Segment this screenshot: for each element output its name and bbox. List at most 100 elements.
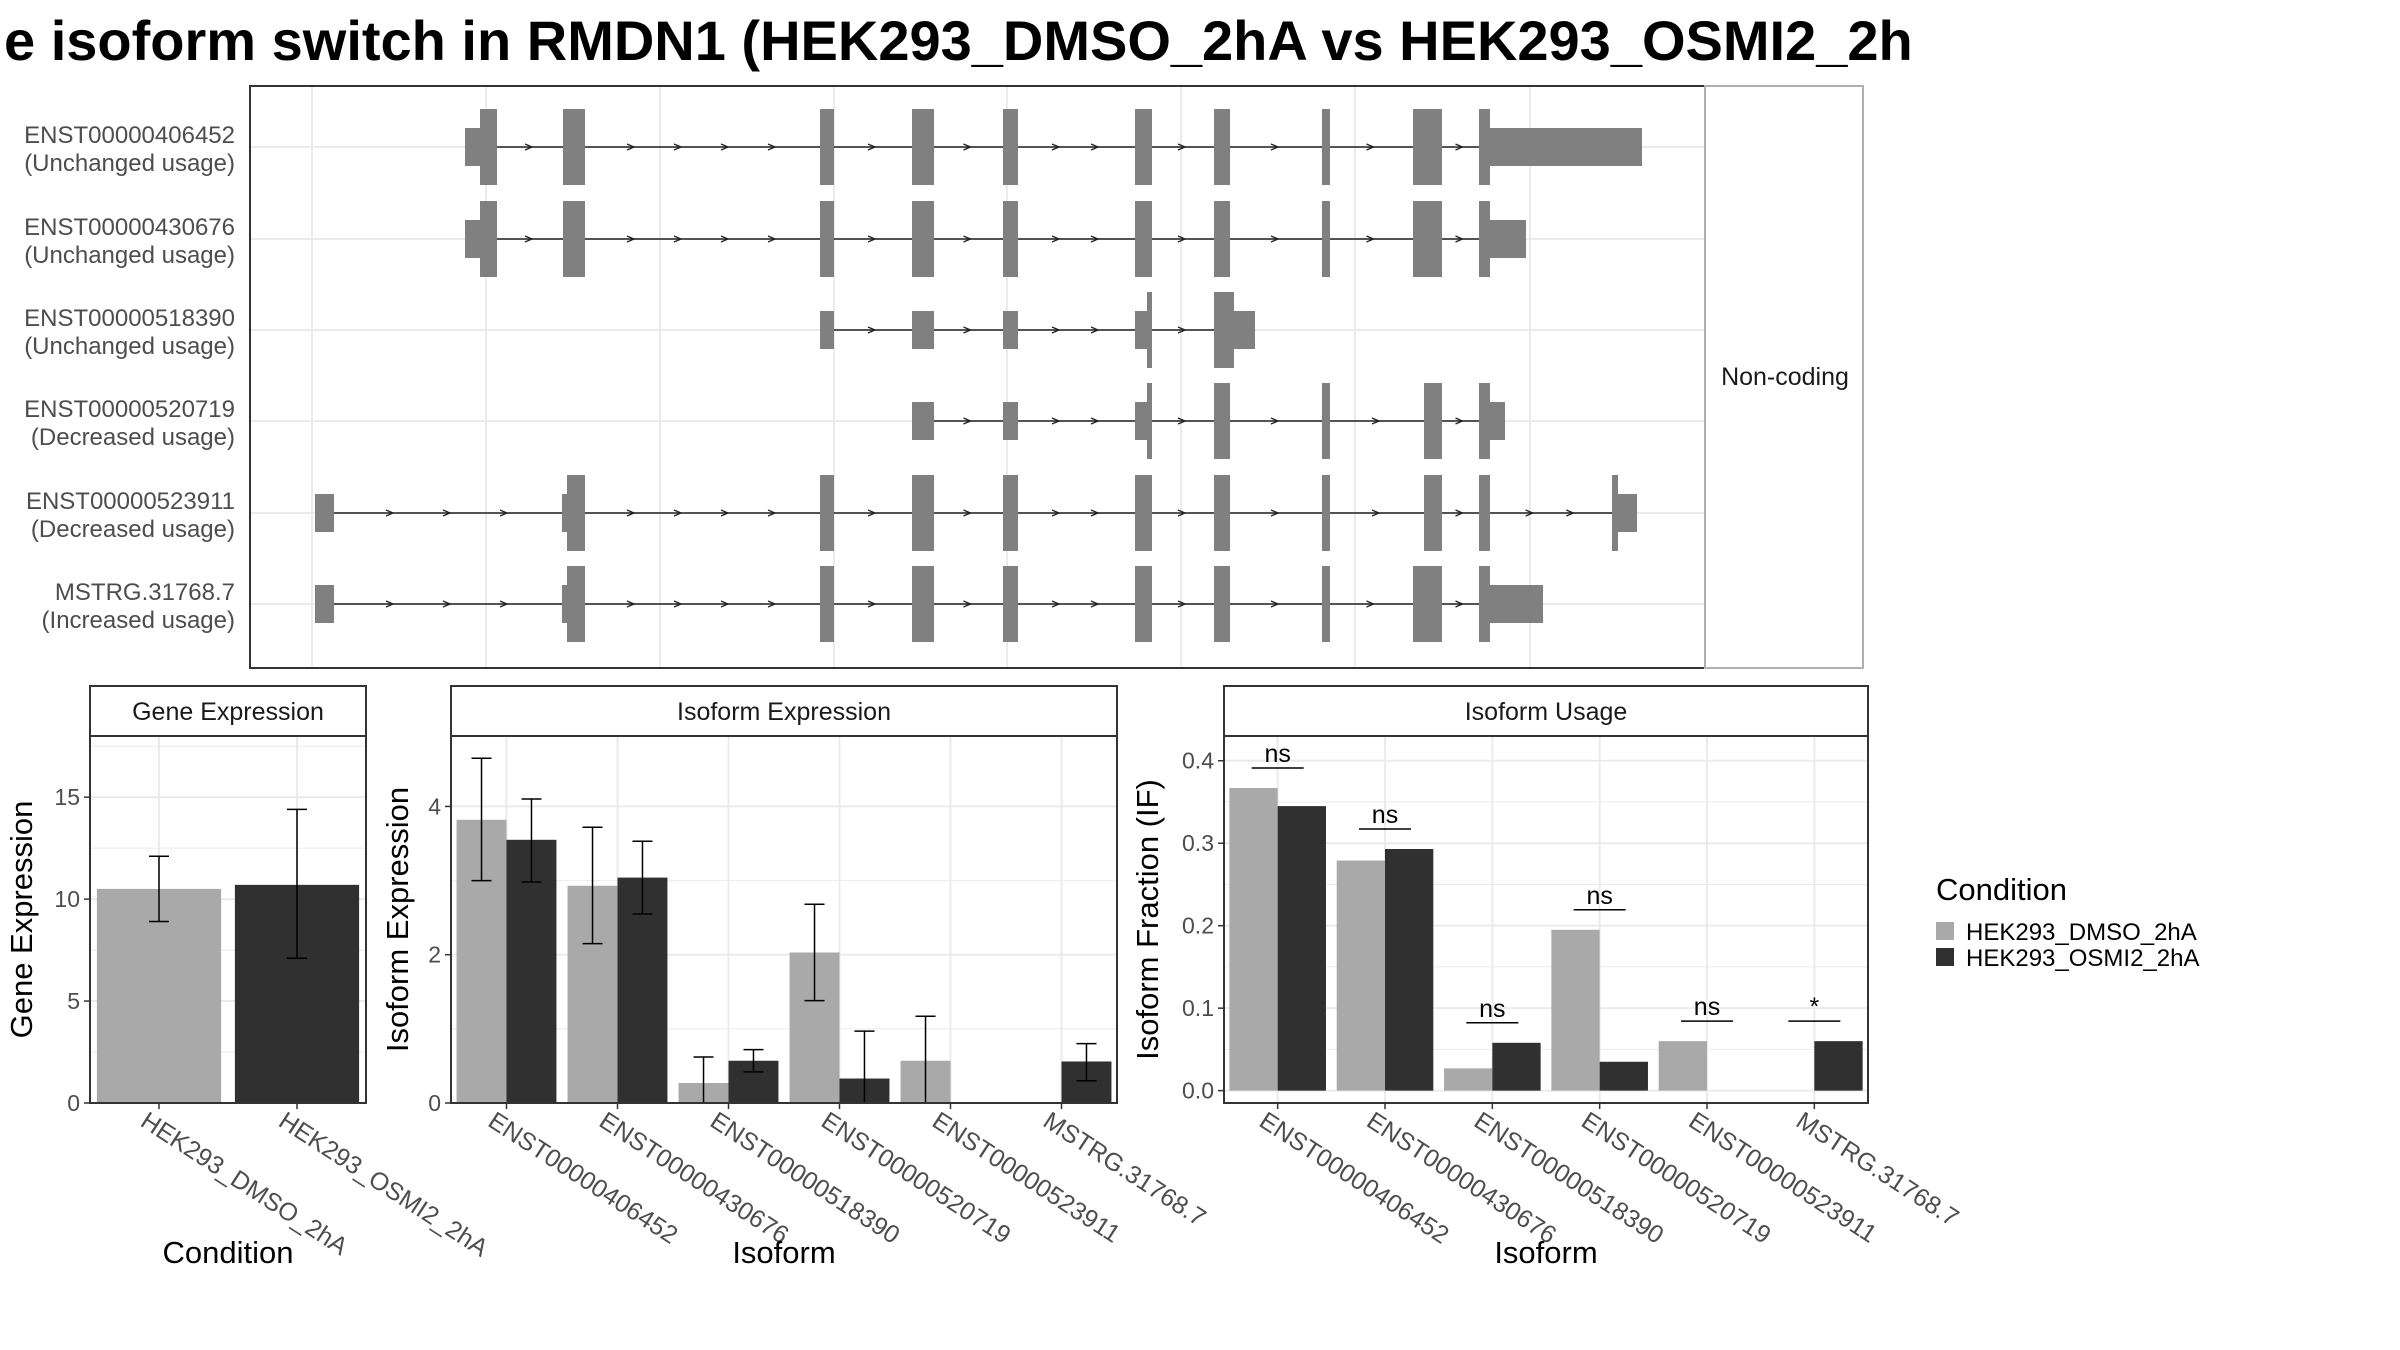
coding-exon [1135, 109, 1152, 185]
intron-arrow [720, 509, 730, 517]
plot-border [1223, 735, 1869, 1104]
isoform-usage-label: (Unchanged usage) [24, 242, 235, 269]
x-axis-title: Isoform [1494, 1235, 1597, 1270]
coding-exon [1413, 566, 1442, 642]
isoform-id-label: ENST00000523911 [26, 488, 235, 515]
plot-bg [451, 736, 1117, 1103]
error-bar [287, 808, 307, 959]
error-bar [632, 840, 653, 915]
utr-exon [820, 311, 834, 349]
coding-exon [563, 109, 585, 185]
y-axis-title: Isoform Fraction (IF) [1130, 779, 1165, 1060]
intron-arrow [1051, 600, 1061, 608]
intron-arrow [1270, 417, 1280, 425]
isoform-row [465, 109, 1642, 185]
intron-arrow [767, 235, 777, 243]
utr-exon [465, 220, 480, 258]
bar [1444, 1068, 1493, 1091]
x-tick-label: ENST00000518390 [705, 1107, 904, 1250]
utr-exon [912, 402, 934, 440]
isoform-id-label: ENST00000520719 [24, 396, 235, 423]
utr-exon [1003, 402, 1018, 440]
coding-exon [567, 475, 585, 551]
intron-arrow [963, 509, 973, 517]
bar [96, 888, 222, 1103]
isoform-row [820, 292, 1255, 368]
panel-strip [1223, 685, 1869, 737]
bar [617, 877, 668, 1103]
bar [1277, 806, 1326, 1091]
x-axis-title: Isoform [732, 1235, 835, 1270]
coding-exon [567, 566, 585, 642]
intron-arrow [524, 235, 534, 243]
coding-exon [1479, 383, 1490, 459]
intron-arrow [1270, 235, 1280, 243]
intron-arrow [1051, 417, 1061, 425]
utr-exon [315, 494, 334, 532]
y-tick-label: 0.3 [1182, 830, 1214, 856]
utr-exon [1234, 311, 1255, 349]
bar [1814, 1041, 1863, 1091]
error-bar [582, 826, 603, 945]
legend-label-dmso: HEK293_DMSO_2hA [1966, 919, 2197, 946]
isoform-id-label: ENST00000518390 [24, 305, 235, 332]
intron-arrow [1455, 509, 1465, 517]
y-tick-label: 0.1 [1182, 995, 1214, 1021]
utr-exon [1490, 220, 1526, 258]
coding-exon [1322, 566, 1330, 642]
intron-arrow [1270, 600, 1280, 608]
coding-exon [820, 201, 834, 277]
gene-expression-panel: Gene ExpressionHEK293_DMSO_2hAHEK293_OSM… [4, 685, 493, 1270]
coding-exon [912, 109, 934, 185]
coding-exon [820, 566, 834, 642]
intron-arrow [442, 509, 452, 517]
significance-label: ns [1372, 801, 1398, 829]
bar [1492, 1042, 1541, 1091]
isoform-id-label: MSTRG.31768.7 [55, 579, 235, 606]
intron-arrow [673, 509, 683, 517]
coding-exon [820, 109, 834, 185]
intron-arrow [767, 509, 777, 517]
utr-exon [465, 128, 480, 166]
x-tick-label: ENST00000523911 [1684, 1107, 1882, 1249]
bar [1599, 1061, 1648, 1091]
x-tick-label: ENST00000520719 [1576, 1107, 1775, 1250]
intron-arrow [1177, 326, 1187, 334]
coding-exon [480, 109, 497, 185]
utr-exon [1618, 494, 1637, 532]
intron-arrow [673, 143, 683, 151]
bar [1229, 787, 1278, 1091]
utr-exon [1003, 311, 1018, 349]
intron-arrow [1051, 235, 1061, 243]
y-tick-label: 5 [67, 988, 80, 1014]
intron-arrow [1090, 326, 1100, 334]
coding-exon [1479, 566, 1490, 642]
coding-exon [1003, 475, 1018, 551]
coding-exon [1479, 475, 1490, 551]
facet-strip [1704, 85, 1864, 669]
utr-exon [912, 311, 934, 349]
coding-exon [1479, 109, 1490, 185]
x-tick-label: ENST00000523911 [927, 1107, 1125, 1249]
intron-arrow [867, 235, 877, 243]
legend-swatch-dmso [1936, 922, 1954, 940]
intron-arrow [963, 600, 973, 608]
intron-arrow [867, 509, 877, 517]
coding-exon [1214, 566, 1230, 642]
panel-strip-title: Isoform Usage [1465, 698, 1628, 726]
coding-exon [912, 475, 934, 551]
intron-arrow [867, 326, 877, 334]
intron-arrow [1270, 143, 1280, 151]
coding-exon [1003, 201, 1018, 277]
coding-exon [1322, 475, 1330, 551]
utr-exon [562, 585, 567, 623]
error-bar [1076, 1042, 1097, 1082]
isoform-usage-panel: Isoform Usage ns ENST00000406452 ns ENST0000… [1130, 685, 1964, 1270]
coding-exon [1214, 292, 1234, 368]
intron-arrow [524, 143, 534, 151]
coding-exon [1612, 475, 1618, 551]
coding-exon [1322, 201, 1330, 277]
figure-title: e isoform switch in RMDN1 (HEK293_DMSO_2… [4, 9, 1913, 72]
